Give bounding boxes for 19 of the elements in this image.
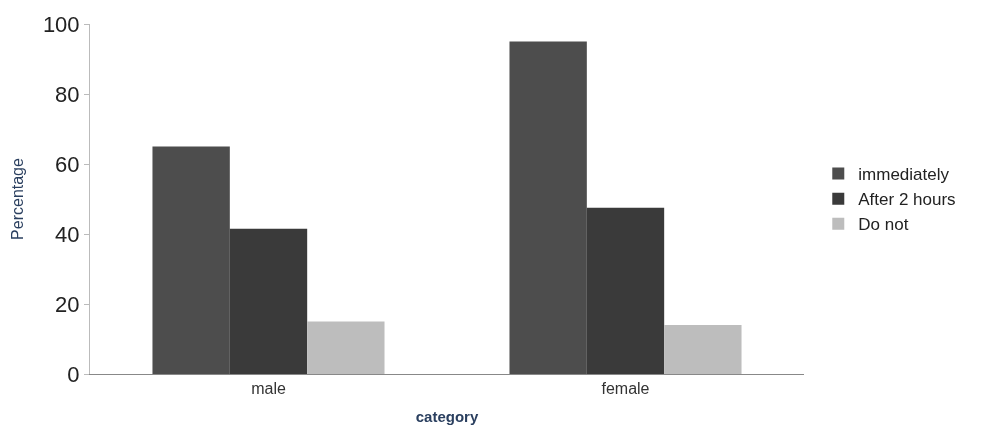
y-tick-label: 0 [67, 361, 80, 387]
y-tick-label: 100 [42, 11, 80, 37]
x-axis-title: category [415, 408, 479, 426]
x-tick-label: male [251, 380, 286, 398]
x-tick-label: female [601, 380, 650, 398]
y-tick-label: 60 [55, 151, 80, 177]
y-tick-label: 40 [55, 221, 80, 247]
bar [307, 321, 385, 374]
bar [664, 325, 742, 374]
y-axis-title: Percentage [8, 157, 26, 240]
legend-label: immediately [858, 165, 950, 185]
legend-label: Do not [858, 215, 909, 235]
bar [152, 146, 230, 374]
bar [586, 207, 665, 374]
y-tick-label: 80 [55, 81, 80, 107]
y-tick-label: 20 [55, 291, 80, 317]
bar [509, 41, 587, 374]
bar [229, 228, 308, 374]
legend-label: After 2 hours [858, 190, 956, 210]
